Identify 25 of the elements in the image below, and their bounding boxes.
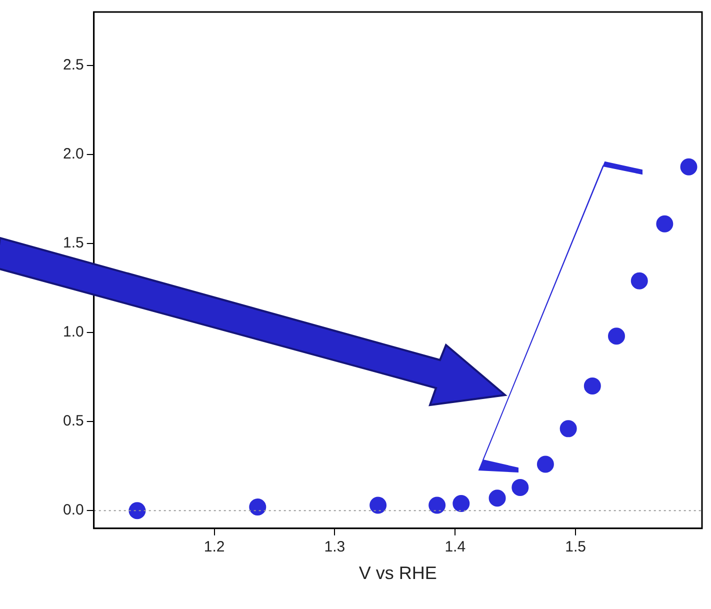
point (370, 496, 387, 514)
point (630, 272, 648, 290)
point (680, 158, 698, 176)
point (584, 377, 601, 394)
point (608, 328, 625, 345)
point (512, 478, 529, 496)
y-tick-label: 2.5 (62, 56, 84, 74)
point (560, 420, 577, 438)
point (452, 494, 470, 512)
y-tick-label: 1.0 (62, 324, 84, 341)
x-axis-title: V vs RHE (358, 563, 437, 584)
y-tick-label: 2.0 (62, 146, 84, 163)
x-tick-label: 1.3 (324, 538, 346, 556)
x-tick-label: 1.5 (565, 538, 586, 556)
x-tick-label: 1.2 (204, 538, 225, 556)
point (249, 498, 266, 516)
point (536, 456, 554, 473)
point (656, 215, 674, 232)
point (128, 502, 146, 520)
y-tick-label: 0.5 (62, 412, 84, 430)
point (488, 490, 506, 507)
point (428, 496, 446, 514)
y-tick-label: 1.5 (62, 234, 84, 252)
y-tick-label: 0.0 (62, 502, 84, 519)
x-tick-label: 1.4 (444, 538, 466, 556)
